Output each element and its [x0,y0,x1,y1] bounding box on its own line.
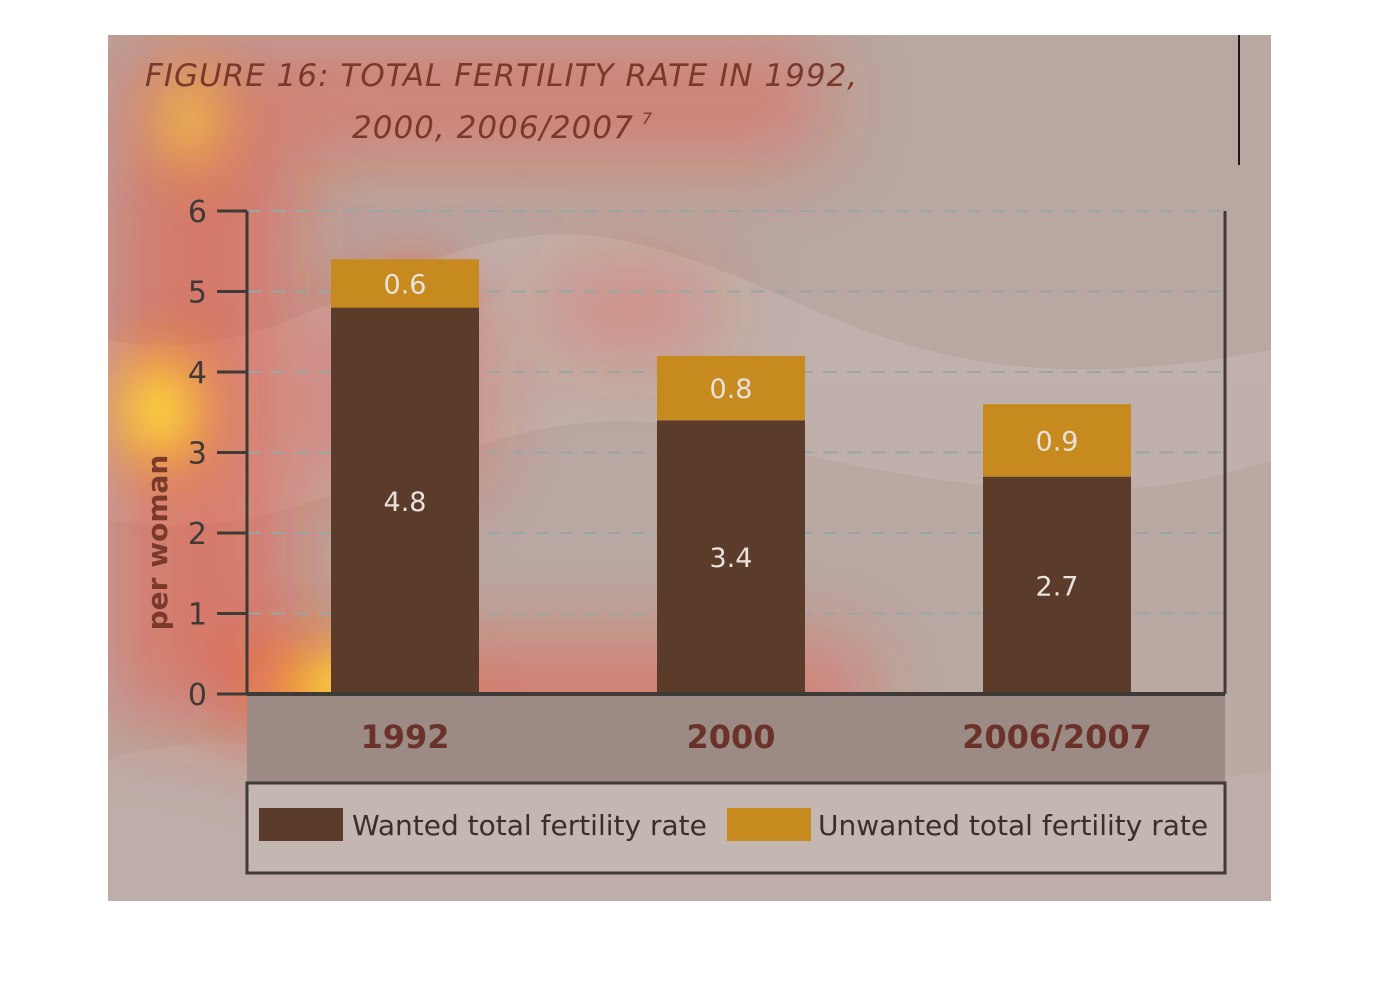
bar-value-label-unwanted-1992: 0.6 [384,269,427,300]
legend: Wanted total fertility rate Unwanted tota… [245,781,1227,875]
x-tick-label-2000: 2000 [686,718,775,756]
bars: 4.8 0.6 3.4 0.8 2.7 0.9 [331,259,1131,694]
title-line-1: FIGURE 16: TOTAL FERTILITY RATE IN 1992, [145,58,858,94]
x-tick-label-2006/2007: 2006/2007 [962,718,1152,756]
bar-wanted-2006/2007 [983,476,1131,694]
bar-value-label-unwanted-2006/2007: 0.9 [1036,426,1079,457]
legend-item-wanted-swatch [259,808,343,841]
bar-wanted-1992 [331,307,479,694]
bar-unwanted-2006/2007 [983,404,1131,477]
y-axis: 0 1 2 3 4 5 6 per woman [141,195,1227,713]
title-footnote-ref: 7 [642,109,653,128]
bar-unwanted-2000 [657,355,805,421]
bar-value-label-unwanted-2000: 0.8 [710,374,753,405]
x-axis: 1992 2000 2006/2007 [247,692,1225,783]
y-tick-label-3: 3 [188,437,207,472]
y-axis-label: per woman [141,455,174,631]
bar-unwanted-1992 [331,259,479,308]
legend-item-unwanted-swatch [727,808,811,841]
bar-wanted-2000 [657,420,805,694]
x-category-band [247,694,1225,783]
title-line-2: 2000, 2006/2007 7 [352,109,653,146]
legend-item-unwanted-label: Unwanted total fertility rate [818,809,1208,842]
bar-value-label-wanted-1992: 4.8 [384,487,427,518]
bar-value-label-wanted-2000: 3.4 [710,543,753,574]
y-tick-label-6: 6 [188,195,207,230]
y-tick-label-0: 0 [188,678,207,713]
y-tick-label-1: 1 [188,598,207,633]
y-tick-label-4: 4 [188,356,207,391]
x-tick-label-1992: 1992 [360,718,449,756]
chart-title: FIGURE 16: TOTAL FERTILITY RATE IN 1992,… [145,58,858,146]
y-tick-label-5: 5 [188,276,207,311]
bar-value-label-wanted-2006/2007: 2.7 [1036,571,1079,602]
title-line-2-text: 2000, 2006/2007 [352,110,634,146]
y-tick-label-2: 2 [188,517,207,552]
legend-item-wanted-label: Wanted total fertility rate [352,809,707,842]
